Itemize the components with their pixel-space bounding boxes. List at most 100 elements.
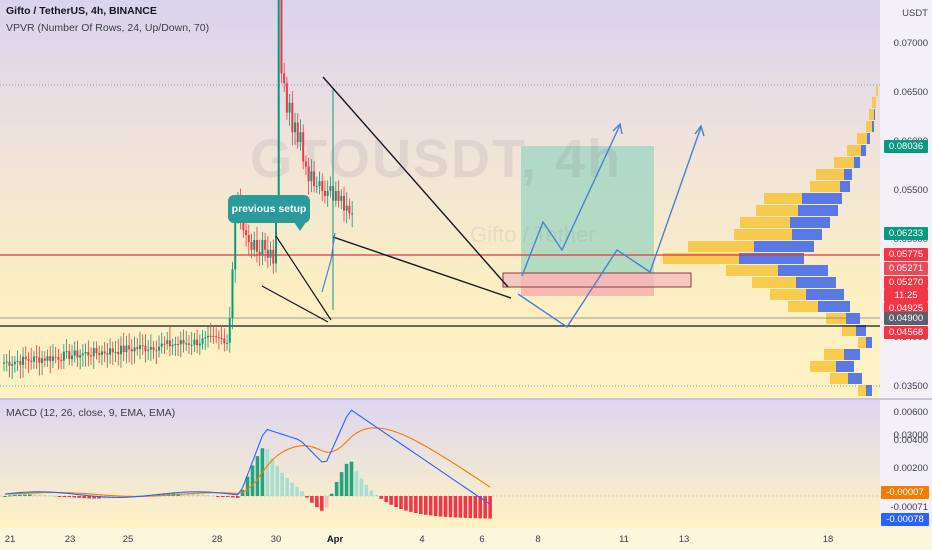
candle-body	[109, 348, 112, 355]
macd-histogram-bar	[42, 495, 47, 497]
macd-histogram-bar	[389, 496, 393, 505]
candle-body	[79, 355, 82, 358]
price-tag[interactable]: 0.04925	[884, 302, 928, 315]
candle-body	[11, 364, 14, 366]
time-axis-tick: 6	[479, 534, 485, 545]
candle-body	[35, 356, 38, 358]
candle-body	[321, 181, 324, 191]
macd-value-tag[interactable]: -0.00007	[881, 486, 929, 499]
candle-body	[215, 336, 218, 338]
macd-histogram-bar	[52, 495, 57, 497]
projection-path-2[interactable]	[517, 126, 702, 328]
candle-body	[92, 348, 95, 357]
candle-body	[158, 346, 161, 351]
price-axis-tick: 0.03000	[893, 430, 928, 441]
vpvr-down-bar	[806, 289, 844, 300]
candle-body	[231, 269, 234, 319]
macd-histogram-bar	[280, 472, 284, 496]
candle-body	[160, 343, 163, 347]
macd-line	[4, 409, 491, 505]
candle-body	[207, 335, 209, 338]
candle-body	[261, 240, 264, 255]
vpvr-legend[interactable]: VPVR (Number Of Rows, 24, Up/Down, 70)	[6, 22, 210, 34]
vpvr-up-bar	[726, 265, 778, 276]
macd-histogram-bar	[230, 496, 235, 498]
candle-body	[87, 351, 90, 356]
chart-title[interactable]: Gifto / TetherUS, 4h, BINANCE	[6, 5, 157, 17]
macd-histogram-bar	[374, 494, 379, 496]
vpvr-up-bar	[788, 301, 818, 312]
candle-body	[95, 348, 98, 354]
macd-histogram-bar	[196, 494, 200, 496]
vpvr-down-bar	[836, 361, 854, 372]
macd-histogram-bar	[265, 449, 270, 496]
candle-body	[65, 351, 68, 353]
macd-histogram-bar	[97, 496, 101, 499]
candle-body	[133, 347, 136, 352]
wedge-upper-trendline[interactable]	[322, 76, 509, 288]
candle-body	[326, 191, 329, 196]
candle-body	[329, 186, 332, 191]
candle-body	[152, 347, 155, 351]
time-axis-tick: Apr	[326, 534, 344, 545]
macd-histogram-bar	[329, 493, 334, 496]
candle-body	[337, 191, 340, 201]
previous-wedge-upper[interactable]	[275, 235, 332, 321]
price-tag[interactable]: 0.05271	[884, 262, 928, 275]
price-tag[interactable]: 0.04568	[884, 326, 928, 339]
price-tag[interactable]: 11:25	[884, 289, 928, 302]
candle-body	[24, 356, 27, 360]
candle-body	[155, 350, 158, 352]
macd-histogram-bar	[324, 496, 329, 508]
previous-setup-arrow[interactable]	[321, 232, 336, 293]
candle-body	[190, 344, 193, 346]
price-tag[interactable]: 0.05270	[884, 276, 928, 289]
macd-value-tag[interactable]: -0.00078	[881, 513, 929, 526]
time-axis-tick: 11	[619, 534, 629, 545]
candle-body	[103, 351, 106, 354]
price-tag[interactable]: 0.04900	[884, 312, 928, 325]
vpvr-down-bar	[866, 337, 872, 348]
price-tag[interactable]: 0.05775	[884, 248, 928, 261]
vpvr-down-bar	[844, 169, 852, 180]
vpvr-up-bar	[740, 217, 790, 228]
candle-body	[201, 338, 204, 344]
candle-body	[84, 351, 87, 354]
vpvr-down-bar	[854, 157, 860, 168]
candle-body	[51, 356, 54, 361]
macd-histogram-bar	[57, 496, 62, 497]
candle-body	[32, 356, 35, 362]
vpvr-up-bar	[734, 229, 792, 240]
macd-histogram-bar	[359, 478, 364, 496]
candle-body	[141, 345, 144, 347]
vpvr-up-bar	[830, 373, 848, 384]
vpvr-up-bar	[857, 133, 867, 144]
macd-histogram-bar	[47, 495, 52, 497]
candle-body	[5, 361, 8, 363]
candle-body	[22, 356, 25, 365]
macd-histogram-bar	[394, 496, 398, 508]
macd-histogram-bar	[32, 494, 37, 496]
candle-body	[76, 350, 79, 358]
macd-histogram-bar	[419, 496, 423, 514]
candle-body	[288, 102, 291, 113]
previous-setup-callout[interactable]: previous setup	[228, 195, 310, 231]
price-tag[interactable]: 0.08036	[884, 140, 928, 153]
macd-histogram-bar	[27, 494, 32, 496]
macd-histogram-bar	[290, 482, 294, 496]
previous-wedge-lower[interactable]	[261, 285, 329, 323]
price-tag[interactable]: 0.06233	[884, 227, 928, 240]
price-axis-tick: 0.05500	[893, 185, 928, 196]
vpvr-down-bar	[798, 205, 838, 216]
time-axis-tick: 8	[535, 534, 541, 545]
candle-body	[149, 347, 152, 350]
candle-body	[242, 220, 245, 231]
projection-path-1[interactable]	[521, 124, 621, 277]
vpvr-up-bar	[752, 277, 796, 288]
candle-body	[275, 205, 277, 264]
long-position-profit-zone[interactable]	[521, 146, 654, 274]
macd-legend[interactable]: MACD (12, 26, close, 9, EMA, EMA)	[6, 407, 176, 419]
vpvr-up-bar	[756, 205, 798, 216]
wedge-lower-trendline[interactable]	[332, 236, 512, 299]
